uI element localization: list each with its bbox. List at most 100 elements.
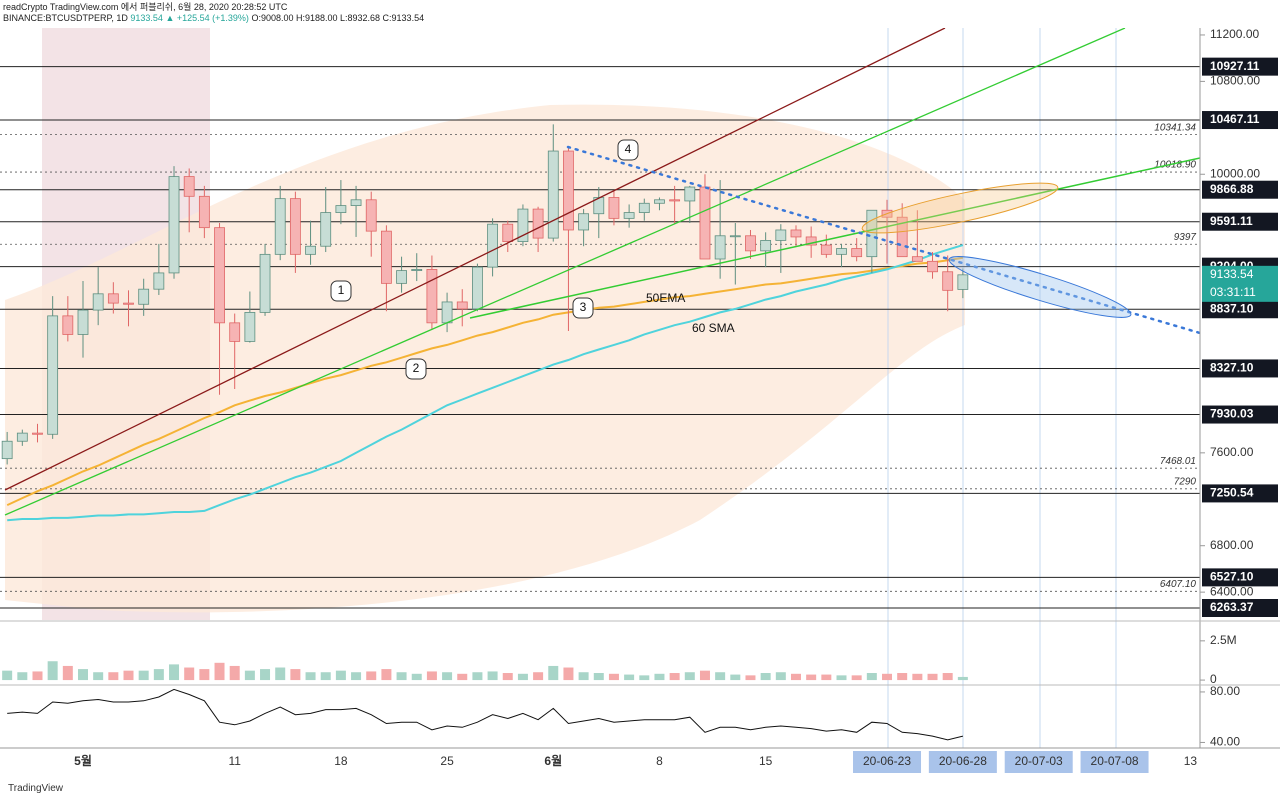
- candle-body: [107, 293, 119, 304]
- candle-body: [153, 272, 165, 290]
- volume-bar: [578, 672, 589, 681]
- last-price-box: [1202, 265, 1278, 302]
- y-tick-label: 6800.00: [1210, 538, 1254, 552]
- volume-bar: [927, 673, 938, 681]
- x-tick-label: 11: [228, 754, 241, 768]
- ellipse: [948, 256, 1132, 318]
- volume-bar: [32, 671, 43, 681]
- volume-bar: [533, 672, 544, 681]
- x-tick-label: 20-07-03: [1015, 754, 1063, 768]
- trendline: [566, 145, 1200, 335]
- volume-bar: [17, 672, 28, 681]
- volume-bar: [942, 673, 953, 681]
- level-box: [1202, 405, 1278, 424]
- candle-body: [229, 322, 241, 342]
- x-tick-label: 20-06-23: [863, 754, 911, 768]
- date-box: [1080, 751, 1149, 773]
- y-tick-label: 40.00: [1210, 735, 1240, 749]
- level-box: [1202, 568, 1278, 587]
- candle-body: [775, 229, 787, 241]
- level-label: 10467.11: [1210, 112, 1260, 126]
- x-tick-label: 15: [759, 754, 773, 768]
- volume-bar: [851, 675, 862, 681]
- candle-body: [365, 199, 377, 232]
- volume-bar: [806, 674, 817, 681]
- volume-bar: [244, 670, 255, 681]
- y-tick-label: 10800.00: [1210, 74, 1260, 88]
- volume-bar: [882, 673, 893, 681]
- x-tick-label: 8: [656, 754, 663, 768]
- level-label: 10341.34: [1154, 122, 1196, 133]
- volume-bar: [457, 673, 468, 681]
- volume-bar: [260, 669, 271, 681]
- series-label: 50EMA: [646, 291, 685, 305]
- candle-body: [805, 236, 817, 246]
- trendline: [4, 28, 946, 491]
- candle-body: [396, 270, 407, 284]
- volume-bar: [730, 674, 741, 681]
- volume-bar: [320, 672, 331, 681]
- candle-body: [760, 240, 772, 252]
- volume-bar: [275, 667, 286, 681]
- candle-body: [16, 432, 28, 442]
- level-box: [1202, 57, 1278, 76]
- candle-body: [851, 248, 863, 258]
- candle-body: [836, 248, 847, 255]
- x-tick-label: 25: [440, 754, 454, 768]
- volume-bar: [2, 670, 13, 681]
- level-label: 7468.01: [1160, 456, 1196, 467]
- level-label: 7290: [1174, 476, 1197, 487]
- symbol: BINANCE:BTCUSDTPERP, 1D: [3, 13, 128, 23]
- candle-body: [198, 195, 210, 229]
- y-tick-label: 10000.00: [1210, 166, 1260, 180]
- level-label: 10927.11: [1210, 59, 1260, 73]
- y-tick-label: 7600.00: [1210, 445, 1254, 459]
- candle-body: [123, 302, 134, 305]
- callout: 4: [625, 142, 632, 156]
- candle-body: [411, 269, 423, 272]
- candle-body: [274, 198, 286, 255]
- ma-line: [6, 256, 964, 507]
- volume-bar: [229, 665, 240, 681]
- volume-bar: [624, 674, 635, 681]
- volume-bar: [517, 673, 528, 681]
- callout-box: [330, 280, 352, 302]
- x-tick-label: 18: [334, 754, 348, 768]
- x-tick-label: 13: [1184, 754, 1198, 768]
- candle-body: [654, 199, 665, 204]
- volume-bar: [108, 672, 119, 681]
- candle-body: [380, 230, 392, 284]
- countdown: 03:31:11: [1210, 285, 1256, 299]
- level-label: 7930.03: [1210, 407, 1254, 421]
- volume-bar: [502, 673, 513, 681]
- candle-body: [62, 315, 74, 335]
- volume-bar: [426, 671, 437, 681]
- y-tick-label: 6400.00: [1210, 584, 1254, 598]
- volume-bar: [912, 673, 923, 681]
- candle-body: [684, 186, 696, 202]
- volume-bar: [790, 673, 801, 681]
- volume-bar: [396, 672, 407, 681]
- volume-bar: [335, 670, 346, 681]
- volume-bar: [366, 671, 377, 681]
- level-box: [1202, 359, 1278, 378]
- drawings: [4, 28, 1200, 516]
- level-label: 9591.11: [1210, 214, 1253, 228]
- x-tick-label: 5월: [74, 753, 92, 768]
- y-tick-label: 80.00: [1210, 684, 1240, 698]
- series-label: 60 SMA: [692, 321, 735, 335]
- candle-body: [32, 432, 43, 435]
- candle-body: [487, 223, 498, 268]
- volume-bar: [957, 676, 968, 681]
- footer: TradingView: [8, 783, 64, 794]
- callout: 1: [338, 283, 345, 297]
- candle-body: [942, 271, 954, 291]
- date-lines: [887, 28, 1117, 748]
- candle-body: [608, 197, 620, 219]
- level-label: 8837.10: [1210, 301, 1254, 315]
- candle-body: [517, 208, 529, 242]
- candle-body: [92, 293, 104, 311]
- volume-bar: [563, 667, 574, 681]
- volume-bar: [760, 673, 771, 681]
- symbol-line: BINANCE:BTCUSDTPERP, 1D 9133.54 ▲ +125.5…: [3, 13, 424, 24]
